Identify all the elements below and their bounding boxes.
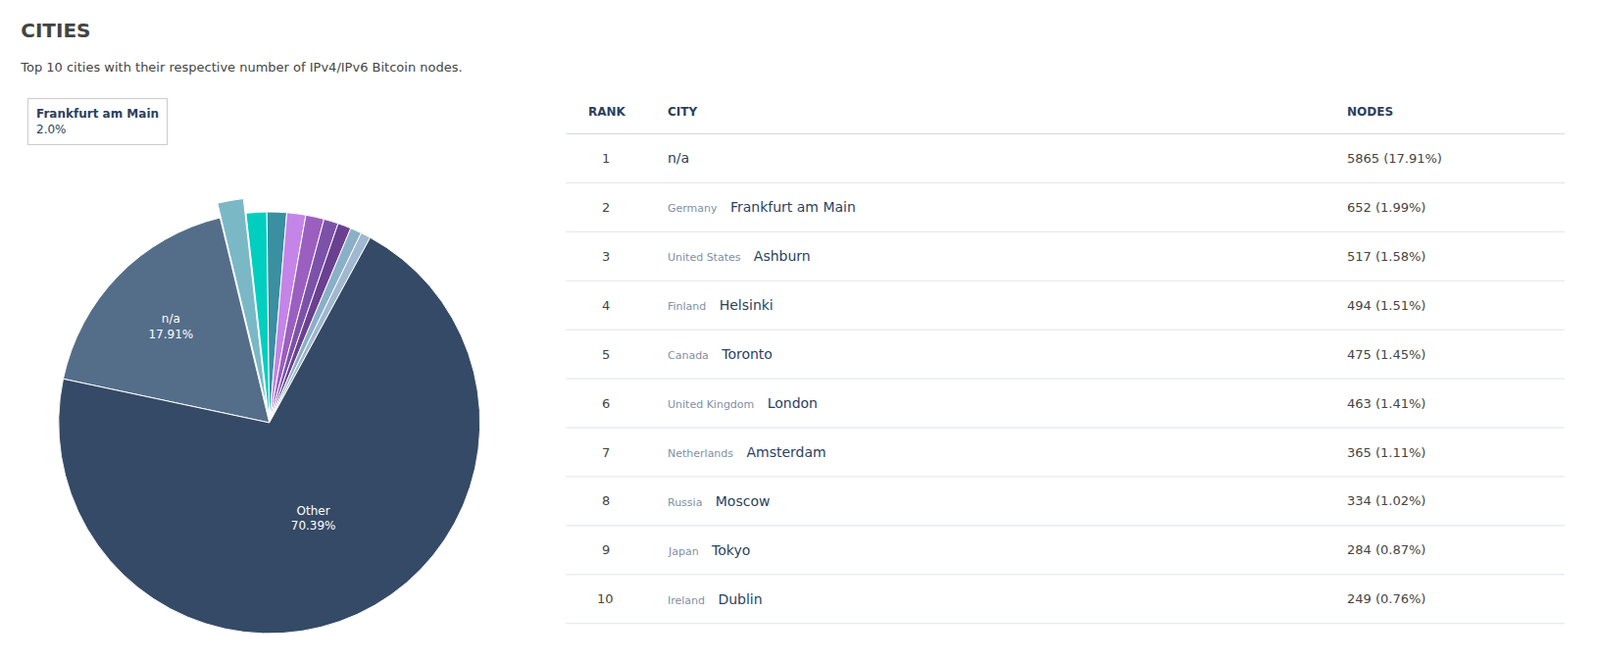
svg-text:Netherlands Amsterdam: Netherlands Amsterdam (667, 444, 827, 460)
svg-text:Other70.39%: Other70.39% (291, 503, 337, 534)
svg-text:6: 6 (601, 396, 610, 411)
svg-text:2: 2 (601, 200, 610, 215)
svg-text:7: 7 (601, 445, 610, 460)
svg-text:494 (1.51%): 494 (1.51%) (1347, 298, 1426, 313)
svg-text:8: 8 (601, 493, 610, 508)
svg-text:n/a: n/a (667, 150, 690, 166)
svg-text:Top 10 cities with their respe: Top 10 cities with their respective numb… (19, 59, 462, 75)
svg-text:RANK: RANK (588, 104, 627, 119)
svg-text:334 (1.02%): 334 (1.02%) (1347, 493, 1426, 508)
svg-text:Canada Toronto: Canada Toronto (667, 346, 773, 362)
svg-text:517 (1.58%): 517 (1.58%) (1347, 249, 1426, 264)
svg-text:NODES: NODES (1347, 104, 1394, 119)
svg-text:Finland Helsinki: Finland Helsinki (667, 297, 774, 313)
svg-text:365 (1.11%): 365 (1.11%) (1347, 445, 1426, 460)
svg-text:249 (0.76%): 249 (0.76%) (1347, 591, 1426, 606)
svg-text:1: 1 (601, 150, 610, 166)
svg-text:652 (1.99%): 652 (1.99%) (1347, 200, 1426, 215)
svg-text:Frankfurt am Main2.0%: Frankfurt am Main2.0% (36, 106, 159, 137)
svg-text:n/a17.91%: n/a17.91% (148, 311, 194, 342)
svg-text:5865 (17.91%): 5865 (17.91%) (1347, 150, 1443, 166)
svg-text:3: 3 (601, 249, 610, 264)
svg-text:CITIES: CITIES (20, 18, 91, 43)
svg-text:Germany Frankfurt am Main: Germany Frankfurt am Main (667, 199, 856, 215)
svg-text:Ireland Dublin: Ireland Dublin (667, 591, 763, 607)
svg-text:United States Ashburn: United States Ashburn (667, 248, 811, 264)
svg-text:9: 9 (601, 542, 610, 557)
svg-text:10: 10 (597, 591, 614, 606)
svg-text:475 (1.45%): 475 (1.45%) (1347, 347, 1426, 362)
svg-text:Russia Moscow: Russia Moscow (667, 493, 770, 509)
svg-text:CITY: CITY (667, 104, 698, 119)
svg-text:5: 5 (601, 347, 610, 362)
svg-text:463 (1.41%): 463 (1.41%) (1347, 396, 1426, 411)
svg-text:4: 4 (601, 298, 610, 313)
svg-text:284 (0.87%): 284 (0.87%) (1347, 542, 1426, 557)
svg-text:Japan Tokyo: Japan Tokyo (667, 542, 750, 558)
svg-text:United Kingdom London: United Kingdom London (667, 395, 818, 411)
